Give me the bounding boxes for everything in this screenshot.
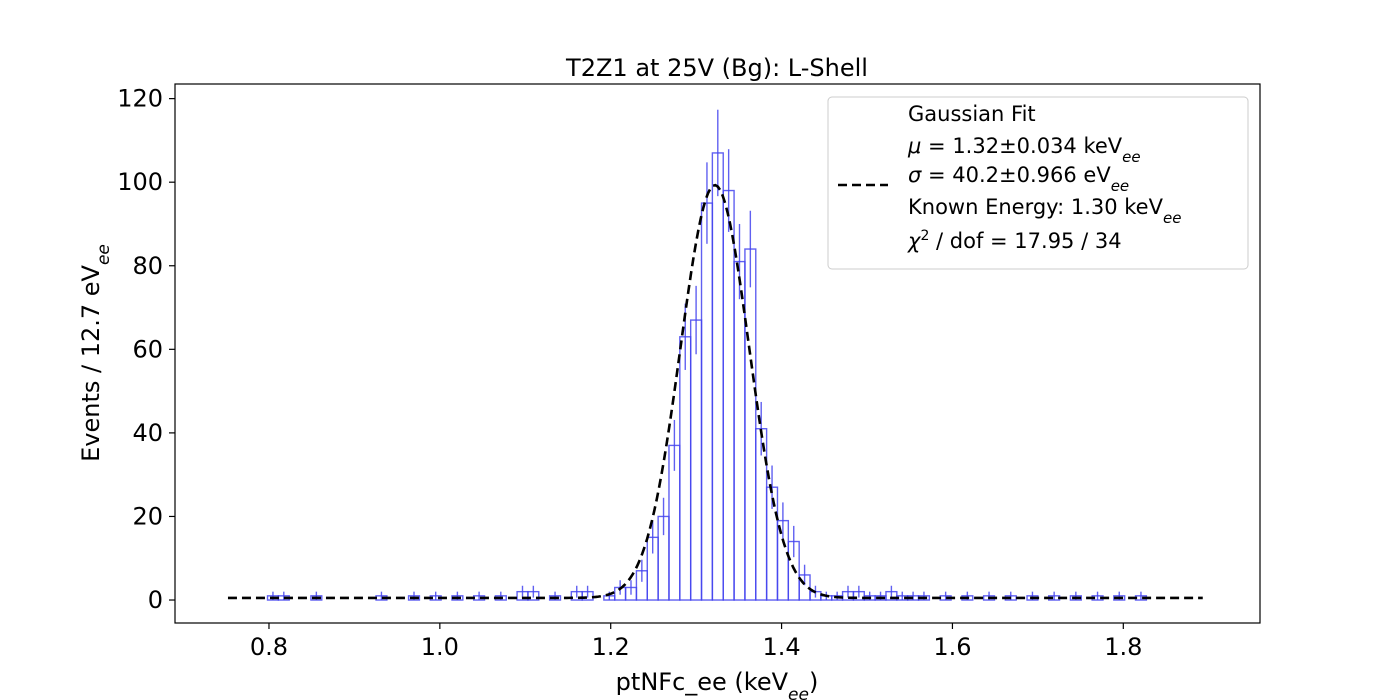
- histogram-bin: [722, 189, 735, 601]
- legend-chi2-value: / dof = 17.95 / 34: [929, 229, 1121, 253]
- legend-box: [827, 96, 1249, 270]
- histogram-bin: [711, 152, 724, 601]
- legend-line-label: Gaussian Fit: [908, 102, 1036, 126]
- fit-line: [227, 183, 1203, 600]
- x-tick-label: 0.8: [250, 633, 288, 661]
- legend-mu-subscript: ee: [1122, 148, 1140, 166]
- y-tick-label: 60: [132, 335, 163, 363]
- y-axis-label-subscript: ee: [94, 244, 114, 265]
- y-axis-label-base: Events / 12.7 eV: [77, 264, 105, 461]
- plot-area-frame: [174, 83, 1261, 624]
- y-tick-label: 40: [132, 419, 163, 447]
- x-axis-ticks: 0.8 1.0 1.2 1.4 1.6 1.8: [250, 623, 1142, 661]
- histogram: [266, 109, 1148, 601]
- x-tick-label: 1.8: [1104, 633, 1142, 661]
- legend-chi2-superscript: 2: [920, 228, 929, 244]
- x-tick-label: 1.2: [592, 633, 630, 661]
- legend-known-energy: Known Energy: 1.30 keVee: [908, 195, 1181, 227]
- legend-known-subscript: ee: [1163, 209, 1181, 227]
- y-tick-label: 120: [117, 85, 163, 113]
- histogram-bin: [700, 202, 714, 601]
- x-axis-label-subscript: ee: [788, 685, 809, 700]
- x-axis-label-tail: ): [809, 668, 818, 696]
- legend-sigma-value: 40.2±0.966 eV: [952, 163, 1111, 187]
- histogram-bin: [679, 336, 692, 601]
- x-tick-label: 1.0: [421, 633, 459, 661]
- legend-mu: μ = 1.32±0.034 keVee: [907, 134, 1141, 166]
- legend-chi2-prefix: χ: [907, 229, 922, 253]
- x-tick-label: 1.4: [762, 633, 800, 661]
- y-tick-label: 0: [148, 586, 163, 614]
- legend-mu-prefix: μ =: [907, 134, 952, 158]
- legend-sigma-subscript: ee: [1111, 177, 1129, 195]
- x-axis-label-base: ptNFc_ee (keV: [616, 668, 789, 696]
- x-axis-label: ptNFc_ee (keVee): [616, 668, 819, 700]
- chart-title: T2Z1 at 25V (Bg): L-Shell: [565, 54, 868, 82]
- y-tick-label: 20: [132, 502, 163, 530]
- legend-sigma-prefix: σ =: [908, 163, 952, 187]
- x-tick-label: 1.6: [933, 633, 971, 661]
- legend: Gaussian Fit μ = 1.32±0.034 keVee σ = 40…: [827, 96, 1249, 270]
- y-tick-label: 80: [132, 252, 163, 280]
- legend-chi2: χ2 / dof = 17.95 / 34: [907, 228, 1122, 253]
- legend-known-value: Known Energy: 1.30 keV: [908, 195, 1164, 219]
- legend-mu-value: 1.32±0.034 keV: [952, 134, 1122, 158]
- histogram-bin: [689, 319, 703, 601]
- histogram-bin: [744, 248, 757, 601]
- y-axis-label: Events / 12.7 eVee: [77, 244, 114, 462]
- y-tick-label: 100: [117, 168, 163, 196]
- gaussian-fit-curve: [227, 183, 1203, 600]
- y-axis-ticks: 0 20 40 60 80 100 120: [117, 85, 175, 614]
- legend-sigma: σ = 40.2±0.966 eVee: [908, 163, 1129, 195]
